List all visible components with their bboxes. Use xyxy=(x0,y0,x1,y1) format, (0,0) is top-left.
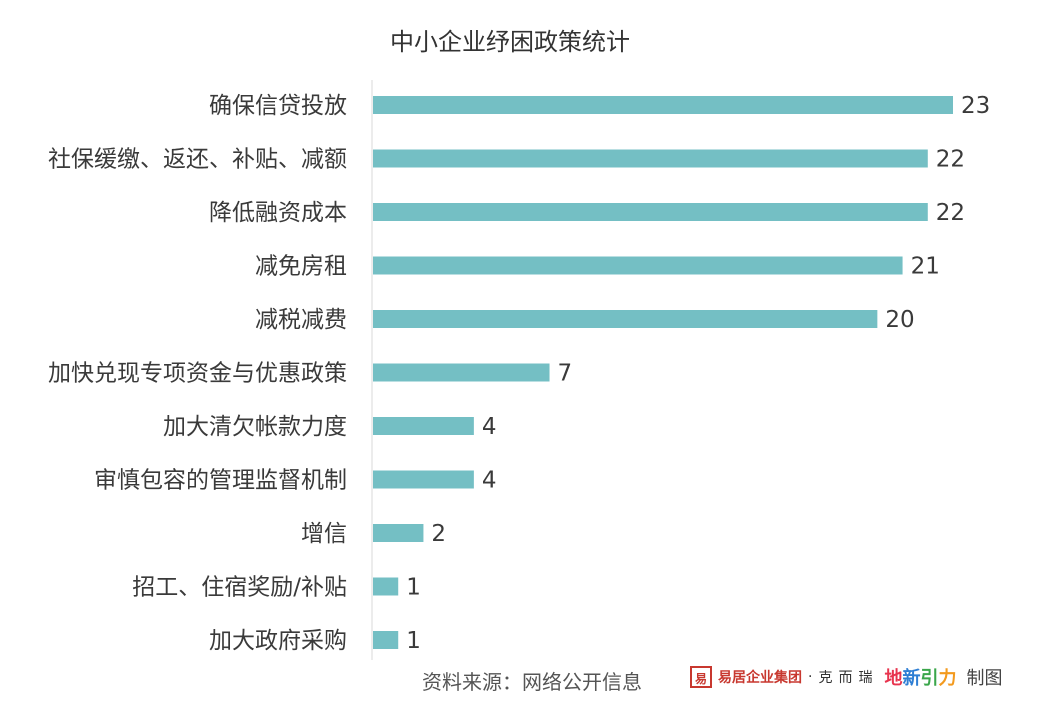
category-label: 减税减费 xyxy=(255,307,347,333)
category-label: 增信 xyxy=(301,521,347,547)
value-label: 22 xyxy=(936,147,965,173)
brand-credit: 易 易居企业集团 · 克而瑞 地新引力 制图 xyxy=(690,664,1002,690)
source-text: 资料来源：网络公开信息 xyxy=(422,670,642,694)
brand-xin-char: 力 xyxy=(938,668,957,689)
brand-name: 易居企业集团 xyxy=(718,670,802,686)
bar-chart: 中小企业纾困政策统计 确保信贷投放 23 社保缓缴、返还、补贴、减额 22 降低融资成本… xyxy=(48,28,990,660)
bar xyxy=(373,310,878,328)
value-label: 4 xyxy=(482,414,497,440)
value-label: 22 xyxy=(936,200,965,226)
brand-xin-char: 新 xyxy=(902,668,921,689)
brand-suffix: 制图 xyxy=(966,668,1003,689)
bar xyxy=(373,417,474,435)
bar xyxy=(373,631,399,649)
brand-separator: · xyxy=(808,669,813,685)
value-label: 20 xyxy=(885,307,914,333)
value-label: 1 xyxy=(406,575,421,601)
bar xyxy=(373,256,903,275)
value-label: 2 xyxy=(431,521,446,547)
bar xyxy=(373,203,928,221)
value-label: 21 xyxy=(911,254,940,280)
category-label: 社保缓缴、返还、补贴、减额 xyxy=(48,147,347,173)
brand-partner: 克而瑞 xyxy=(818,670,879,686)
bar xyxy=(373,577,399,596)
value-label: 1 xyxy=(406,628,421,654)
category-label: 招工、住宿奖励/补贴 xyxy=(132,575,347,601)
category-label: 加大清欠帐款力度 xyxy=(163,414,347,440)
bar xyxy=(373,363,550,382)
category-label: 降低融资成本 xyxy=(209,200,347,226)
value-label: 4 xyxy=(482,468,497,494)
category-label: 加快兑现专项资金与优惠政策 xyxy=(48,361,347,387)
category-label: 加大政府采购 xyxy=(209,628,347,654)
brand-xin-logo: 地新引力 xyxy=(884,664,956,690)
bar xyxy=(373,524,424,542)
value-label: 23 xyxy=(961,93,990,119)
bar xyxy=(373,149,928,168)
chart-title: 中小企业纾困政策统计 xyxy=(390,28,630,56)
brand-xin-char: 地 xyxy=(884,668,903,689)
category-label: 审慎包容的管理监督机制 xyxy=(94,468,347,494)
footer: 资料来源：网络公开信息 易 易居企业集团 · 克而瑞 地新引力 制图 xyxy=(0,660,1054,700)
bar xyxy=(373,470,474,489)
brand-xin-char: 引 xyxy=(920,668,939,689)
value-label: 7 xyxy=(558,361,573,387)
brand-logo-icon: 易 xyxy=(690,666,712,688)
bar xyxy=(373,96,953,114)
category-label: 减免房租 xyxy=(255,254,347,280)
category-label: 确保信贷投放 xyxy=(209,93,347,119)
